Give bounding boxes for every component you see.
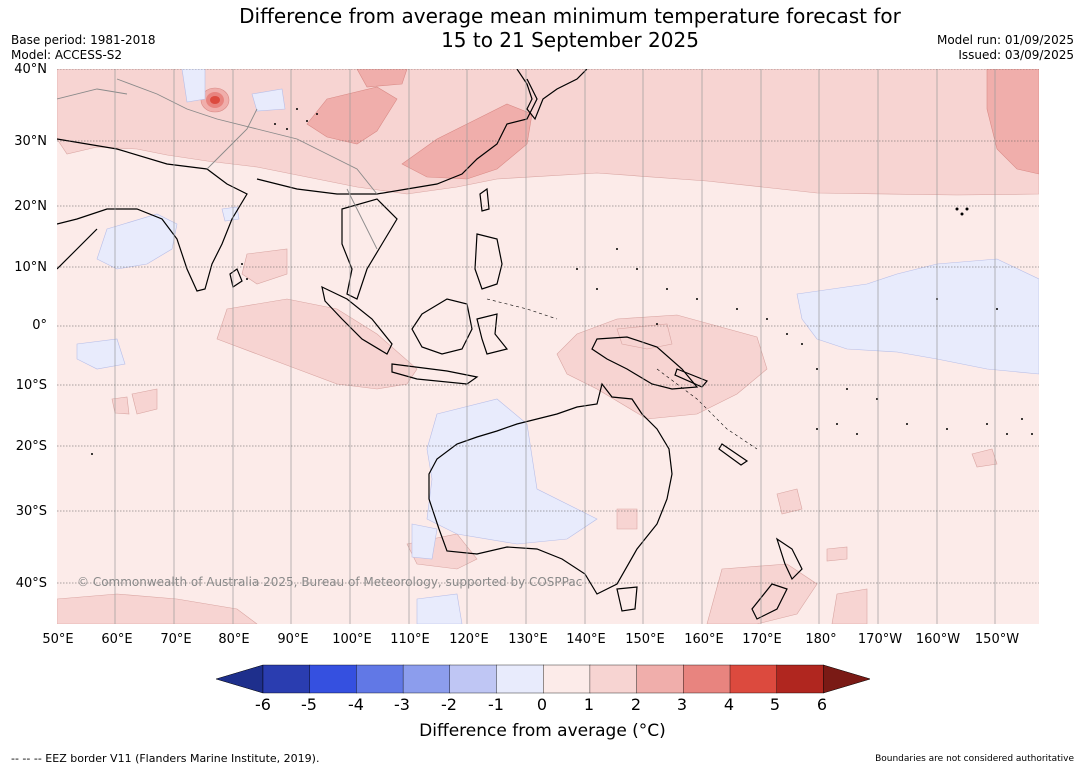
colorbar-segment <box>449 664 498 694</box>
colorbar-segment <box>496 664 544 694</box>
colorbar-tick: -5 <box>301 695 317 714</box>
lon-label: 160°W <box>915 632 961 647</box>
issued-date: Issued: 03/09/2025 <box>958 48 1074 62</box>
anomaly-1-to-2-regions <box>57 69 1039 624</box>
colorbar-segment <box>309 664 357 694</box>
lon-label: 110°E <box>390 632 430 647</box>
colorbar-tick: 4 <box>723 695 735 714</box>
colorbar-extension-high <box>823 664 870 694</box>
colorbar-segment <box>543 664 591 694</box>
lon-label: 170°E <box>742 632 782 647</box>
lon-label: 180° <box>805 632 837 647</box>
lat-label: 30°N <box>14 134 47 149</box>
lat-label: 10°S <box>15 378 47 393</box>
colorbar-segment <box>356 664 404 694</box>
colorbar-tick: 6 <box>816 695 828 714</box>
colorbar-segment <box>636 664 684 694</box>
boundaries-disclaimer: Boundaries are not considered authoritat… <box>875 754 1074 764</box>
eez-source-note: -- -- -- EEZ border V11 (Flanders Marine… <box>11 752 320 765</box>
meta-right: Model run: 01/09/2025 Issued: 03/09/2025 <box>937 33 1074 63</box>
colorbar-segment <box>589 664 638 694</box>
lon-label: 130°E <box>508 632 548 647</box>
country-borders <box>57 78 378 250</box>
colorbar-tick: -2 <box>441 695 457 714</box>
lon-label: 100°E <box>332 632 372 647</box>
base-period: Base period: 1981-2018 <box>11 33 156 47</box>
colorbar-tick: 5 <box>769 695 781 714</box>
lon-label: 70°E <box>160 632 192 647</box>
colorbar-segment <box>729 664 778 694</box>
lon-label: 150°E <box>625 632 665 647</box>
lat-label: 30°S <box>15 504 47 519</box>
colorbar-segment <box>776 664 824 694</box>
eez-borders <box>486 298 758 450</box>
lat-label: 20°S <box>15 439 47 454</box>
colorbar <box>216 664 870 694</box>
lat-label: 20°N <box>14 199 47 214</box>
lon-label: 140°E <box>566 632 606 647</box>
longitude-gridlines <box>114 69 996 624</box>
colorbar-tick: -3 <box>394 695 410 714</box>
anomaly-minus1-to-0-regions <box>76 69 1039 624</box>
lon-label: 60°E <box>101 632 133 647</box>
title-line-1: Difference from average mean minimum tem… <box>239 4 901 28</box>
anomaly-hotspot <box>200 87 230 113</box>
colorbar-segments <box>216 664 870 694</box>
lon-label: 160°E <box>684 632 724 647</box>
colorbar-tick: -6 <box>255 695 271 714</box>
lat-label: 10°N <box>14 260 47 275</box>
colorbar-tick: 2 <box>630 695 642 714</box>
model-run: Model run: 01/09/2025 <box>936 33 1074 47</box>
colorbar-tick: 1 <box>583 695 595 714</box>
pacific-islands <box>91 108 1033 455</box>
map-title: Difference from average mean minimum tem… <box>0 4 1085 52</box>
lon-label: 90°E <box>277 632 309 647</box>
title-line-2: 15 to 21 September 2025 <box>441 28 699 52</box>
copyright-notice: © Commonwealth of Australia 2025, Bureau… <box>77 575 583 589</box>
lon-label: 50°E <box>42 632 74 647</box>
colorbar-tick: -1 <box>488 695 504 714</box>
lat-label: 0° <box>32 318 47 333</box>
meta-left: Base period: 1981-2018 Model: ACCESS-S2 <box>11 33 156 63</box>
colorbar-tick: -4 <box>348 695 364 714</box>
lon-label: 120°E <box>449 632 489 647</box>
lon-label: 80°E <box>218 632 250 647</box>
lat-label: 40°N <box>14 62 47 77</box>
lon-label: 150°W <box>974 632 1020 647</box>
lon-label: 170°W <box>857 632 903 647</box>
colorbar-tick: 0 <box>536 695 548 714</box>
forecast-map <box>57 69 1039 624</box>
colorbar-segment <box>262 664 311 694</box>
colorbar-tick: 3 <box>676 695 688 714</box>
coastlines <box>57 69 803 620</box>
colorbar-extension-low <box>216 664 264 694</box>
lat-label: 40°S <box>15 576 47 591</box>
model-name: Model: ACCESS-S2 <box>11 48 123 62</box>
colorbar-segment <box>402 664 451 694</box>
colorbar-label: Difference from average (°C) <box>419 721 666 741</box>
colorbar-segment <box>683 664 731 694</box>
